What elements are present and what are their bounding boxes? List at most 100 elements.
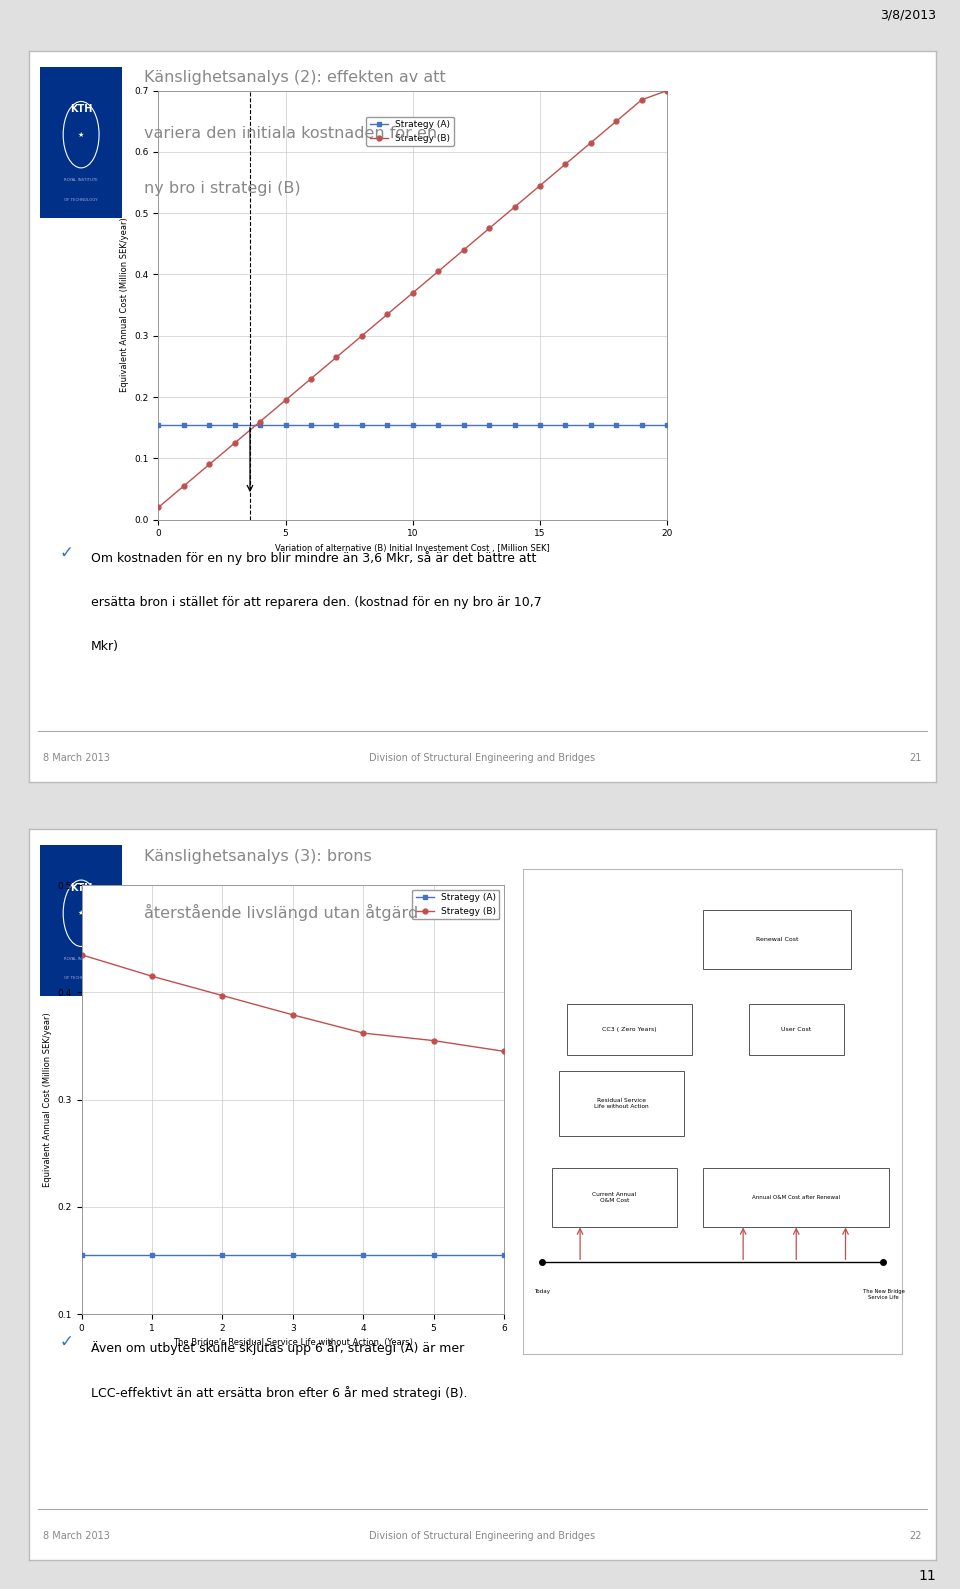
Strategy (B) <box>611 111 622 130</box>
Text: Annual O&M Cost after Renewal: Annual O&M Cost after Renewal <box>753 1195 840 1200</box>
Strategy (B) <box>179 477 190 496</box>
Strategy (A) <box>560 415 571 434</box>
Text: Today: Today <box>534 1289 550 1293</box>
Text: User Cost: User Cost <box>781 1026 811 1031</box>
Text: 3/8/2013: 3/8/2013 <box>880 8 936 22</box>
Text: 22: 22 <box>909 1532 922 1541</box>
Text: Även om utbytet skulle skjutas upp 6 år, strategi (A) är mer: Även om utbytet skulle skjutas upp 6 år,… <box>91 1341 465 1355</box>
Legend: Strategy (A), Strategy (B): Strategy (A), Strategy (B) <box>367 116 454 146</box>
Strategy (A) <box>356 415 368 434</box>
Strategy (B) <box>356 326 368 345</box>
Text: Division of Structural Engineering and Bridges: Division of Structural Engineering and B… <box>370 1532 595 1541</box>
Text: ersätta bron i stället för att reparera den. (kostnad för en ny bro är 10,7: ersätta bron i stället för att reparera … <box>91 596 542 609</box>
Strategy (B) <box>153 497 164 516</box>
Strategy (A) <box>535 415 546 434</box>
Strategy (A) <box>204 415 215 434</box>
Strategy (B) <box>484 219 495 238</box>
Text: ✓: ✓ <box>60 1333 73 1351</box>
Strategy (B) <box>586 133 597 153</box>
FancyBboxPatch shape <box>749 1004 844 1055</box>
Strategy (B) <box>217 987 228 1006</box>
Strategy (A) <box>76 1246 87 1265</box>
Strategy (A) <box>484 415 495 434</box>
Strategy (B) <box>287 1006 299 1025</box>
Text: återstående livslängd utan åtgärd: återstående livslängd utan åtgärd <box>144 904 419 922</box>
Strategy (A) <box>428 1246 440 1265</box>
Text: OF TECHNOLOGY: OF TECHNOLOGY <box>64 197 98 202</box>
Strategy (A) <box>509 415 520 434</box>
Strategy (B) <box>330 348 343 367</box>
Strategy (B) <box>509 197 520 216</box>
Strategy (A) <box>382 415 394 434</box>
Strategy (A) <box>357 1246 369 1265</box>
Strategy (A) <box>498 1246 510 1265</box>
Strategy (A) <box>407 415 419 434</box>
Text: variera den initiala kostnaden för en: variera den initiala kostnaden för en <box>144 126 437 140</box>
Text: Current Annual
O&M Cost: Current Annual O&M Cost <box>592 1192 636 1203</box>
Text: KTH: KTH <box>70 882 92 893</box>
Text: Mkr): Mkr) <box>91 640 119 653</box>
Strategy (B) <box>146 966 157 985</box>
Text: Residual Service
Life without Action: Residual Service Life without Action <box>594 1098 649 1109</box>
Strategy (B) <box>357 1023 369 1042</box>
Strategy (A) <box>305 415 317 434</box>
Line: Strategy (B): Strategy (B) <box>156 87 670 510</box>
Text: ✓: ✓ <box>60 543 73 561</box>
Y-axis label: Equivalent Annual Cost (Million SEK/year): Equivalent Annual Cost (Million SEK/year… <box>43 1012 52 1187</box>
Strategy (A) <box>217 1246 228 1265</box>
Text: ROYAL INSTITUTE: ROYAL INSTITUTE <box>64 957 98 961</box>
Text: ★: ★ <box>78 132 84 138</box>
Strategy (B) <box>432 262 444 281</box>
Text: ROYAL INSTITUTE: ROYAL INSTITUTE <box>64 178 98 183</box>
Text: 21: 21 <box>909 753 922 763</box>
Strategy (B) <box>498 1042 510 1061</box>
Text: The New Bridge
Service Life: The New Bridge Service Life <box>862 1289 904 1300</box>
Text: 11: 11 <box>919 1568 936 1583</box>
FancyBboxPatch shape <box>566 1004 692 1055</box>
Strategy (A) <box>287 1246 299 1265</box>
Strategy (B) <box>382 305 394 324</box>
Text: OF TECHNOLOGY: OF TECHNOLOGY <box>64 976 98 980</box>
Strategy (B) <box>535 176 546 195</box>
FancyBboxPatch shape <box>560 1071 684 1136</box>
Line: Strategy (A): Strategy (A) <box>79 1252 507 1257</box>
Text: ny bro i strategi (B): ny bro i strategi (B) <box>144 181 300 195</box>
Strategy (A) <box>586 415 597 434</box>
Strategy (B) <box>254 412 266 431</box>
Text: 8 March 2013: 8 March 2013 <box>43 753 110 763</box>
Strategy (B) <box>428 1031 440 1050</box>
Strategy (B) <box>305 369 317 388</box>
Text: ★: ★ <box>78 910 84 917</box>
Strategy (A) <box>458 415 469 434</box>
Text: Om kostnaden för en ny bro blir mindre än 3,6 Mkr, så är det bättre att: Om kostnaden för en ny bro blir mindre ä… <box>91 551 537 566</box>
Strategy (A) <box>280 415 292 434</box>
Text: Renewal Cost: Renewal Cost <box>756 936 799 942</box>
Strategy (B) <box>560 154 571 173</box>
Strategy (A) <box>179 415 190 434</box>
Y-axis label: Equivalent Annual Cost (Million SEK/year): Equivalent Annual Cost (Million SEK/year… <box>120 218 129 392</box>
FancyBboxPatch shape <box>552 1168 677 1227</box>
Line: Strategy (A): Strategy (A) <box>156 423 670 427</box>
Strategy (A) <box>636 415 648 434</box>
Strategy (A) <box>432 415 444 434</box>
X-axis label: The Bridge's Residual Service Life without Action, (Years): The Bridge's Residual Service Life witho… <box>173 1338 413 1347</box>
Strategy (B) <box>76 945 87 965</box>
Strategy (A) <box>153 415 164 434</box>
Text: Känslighetsanalys (3): brons: Känslighetsanalys (3): brons <box>144 849 372 863</box>
FancyBboxPatch shape <box>704 1168 889 1227</box>
Strategy (B) <box>458 240 469 259</box>
Strategy (B) <box>661 81 673 100</box>
Legend: Strategy (A), Strategy (B): Strategy (A), Strategy (B) <box>412 890 499 920</box>
Strategy (B) <box>280 391 292 410</box>
Text: 8 March 2013: 8 March 2013 <box>43 1532 110 1541</box>
Strategy (A) <box>611 415 622 434</box>
Strategy (B) <box>229 434 240 453</box>
Line: Strategy (B): Strategy (B) <box>79 952 507 1054</box>
Text: LCC-effektivt än att ersätta bron efter 6 år med strategi (B).: LCC-effektivt än att ersätta bron efter … <box>91 1386 468 1400</box>
Strategy (A) <box>254 415 266 434</box>
FancyBboxPatch shape <box>704 909 852 969</box>
Strategy (B) <box>636 91 648 110</box>
Strategy (B) <box>204 454 215 474</box>
Strategy (B) <box>407 283 419 302</box>
Text: Division of Structural Engineering and Bridges: Division of Structural Engineering and B… <box>370 753 595 763</box>
